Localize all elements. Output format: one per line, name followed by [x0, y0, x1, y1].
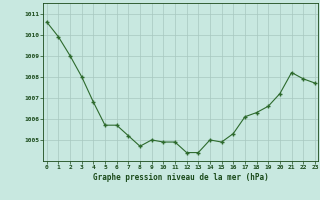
- X-axis label: Graphe pression niveau de la mer (hPa): Graphe pression niveau de la mer (hPa): [93, 173, 269, 182]
